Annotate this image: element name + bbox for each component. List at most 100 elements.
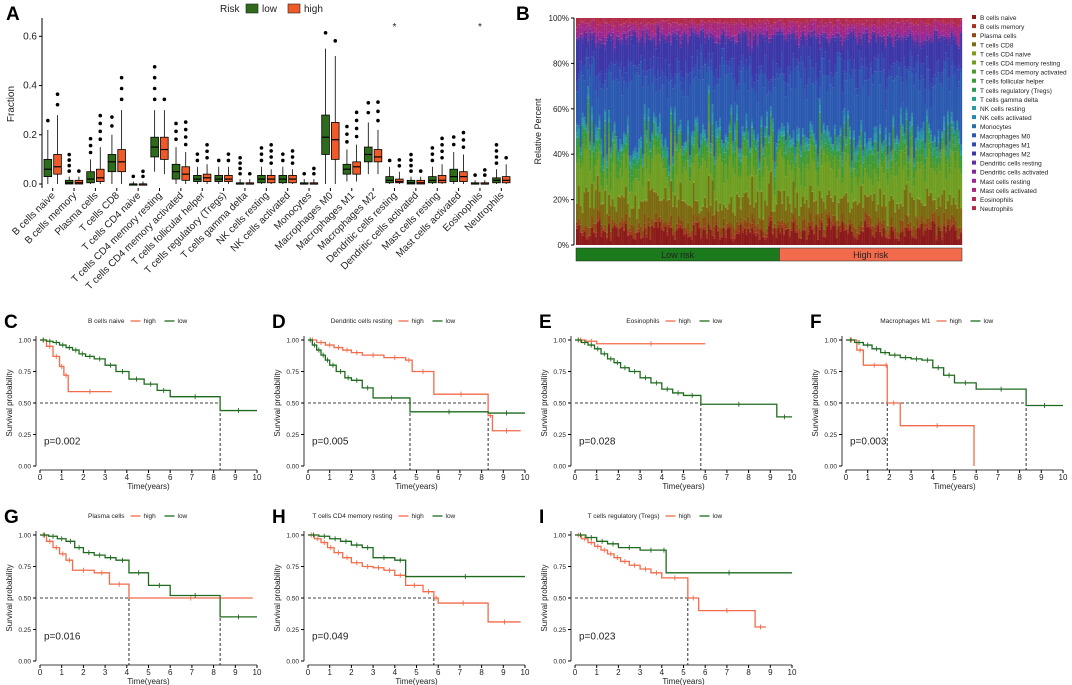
bar-segment-nk-cells-resting bbox=[779, 132, 782, 135]
bar-segment-t-cells-cd4-memory-activated bbox=[781, 146, 784, 158]
bar-segment-macrophages-m0 bbox=[681, 90, 684, 147]
bar-segment-dendritic-cells-activated bbox=[600, 39, 603, 41]
bar-segment-macrophages-m2 bbox=[933, 34, 936, 75]
bar-segment-t-cells-cd4-naive bbox=[792, 180, 795, 182]
bar-segment-b-cells-memory bbox=[768, 222, 771, 226]
bar-segment-nk-cells-activated bbox=[658, 115, 661, 124]
bar-segment-t-cells-follicular-helper bbox=[653, 129, 656, 140]
bar-segment-t-cells-cd4-memory-resting bbox=[785, 176, 788, 209]
bar-segment-t-cells-cd4-naive bbox=[884, 205, 887, 207]
bar-segment-plasma-cells bbox=[705, 233, 708, 238]
bar-segment-b-cells-memory bbox=[945, 230, 948, 233]
outlier-point bbox=[366, 100, 371, 105]
bar-segment-b-cells-memory bbox=[786, 226, 789, 229]
bar-segment-plasma-cells bbox=[909, 221, 912, 228]
bar-segment-eosinophils bbox=[905, 20, 908, 22]
bar-segment-t-cells-gamma-delta bbox=[630, 167, 633, 169]
bar-segment-macrophages-m2 bbox=[606, 40, 609, 69]
bar-segment-nk-cells-activated bbox=[741, 127, 744, 133]
bar-segment-plasma-cells bbox=[577, 218, 580, 225]
bar-segment-t-cells-cd4-memory-resting bbox=[775, 167, 778, 204]
bar-segment-t-cells-follicular-helper bbox=[751, 135, 754, 143]
bar-segment-b-cells-naive bbox=[634, 239, 637, 245]
bar-segment-b-cells-memory bbox=[583, 229, 586, 232]
bar-segment-mast-cells-resting bbox=[871, 25, 874, 31]
bar-segment-t-cells-cd4-memory-activated bbox=[679, 140, 682, 150]
bar-segment-mast-cells-activated bbox=[875, 26, 878, 37]
bar-segment-mast-cells-activated bbox=[621, 26, 624, 34]
bar-segment-t-cells-cd4-memory-activated bbox=[628, 178, 631, 193]
bar-segment-monocytes bbox=[673, 106, 676, 109]
bar-segment-dendritic-cells-resting bbox=[852, 28, 855, 34]
bar-segment-eosinophils bbox=[628, 22, 631, 23]
bar-segment-t-cells-cd4-memory-activated bbox=[888, 152, 891, 161]
p-value: p=0.002 bbox=[44, 437, 81, 448]
bar-segment-nk-cells-resting bbox=[690, 136, 693, 143]
bar-segment-nk-cells-resting bbox=[685, 143, 688, 148]
bar-segment-t-cells-follicular-helper bbox=[734, 151, 737, 159]
bar-segment-macrophages-m2 bbox=[890, 41, 893, 67]
bar-segment-macrophages-m1 bbox=[653, 56, 656, 76]
bar-segment-t-cells-regulatory-tregs bbox=[602, 170, 605, 174]
bar-segment-t-cells-cd4-memory-activated bbox=[623, 151, 626, 155]
bar-segment-mast-cells-activated bbox=[873, 24, 876, 28]
bar-segment-dendritic-cells-resting bbox=[875, 40, 878, 43]
bar-segment-b-cells-naive bbox=[794, 232, 797, 245]
bar-segment-t-cells-regulatory-tregs bbox=[739, 161, 742, 167]
bar-segment-dendritic-cells-resting bbox=[632, 31, 635, 36]
bar-segment-t-cells-cd8 bbox=[719, 203, 722, 229]
bar-segment-t-cells-cd4-memory-activated bbox=[675, 160, 678, 176]
bar-segment-b-cells-memory bbox=[849, 223, 852, 226]
bar-segment-t-cells-cd4-memory-resting bbox=[609, 190, 612, 204]
bar-segment-macrophages-m2 bbox=[777, 34, 780, 68]
bar-segment-t-cells-cd4-memory-resting bbox=[613, 144, 616, 206]
bar-segment-dendritic-cells-activated bbox=[841, 44, 844, 46]
bar-segment-dendritic-cells-resting bbox=[877, 33, 880, 36]
bar-segment-dendritic-cells-resting bbox=[928, 39, 931, 43]
bar-segment-dendritic-cells-resting bbox=[715, 42, 718, 46]
bar-segment-t-cells-regulatory-tregs bbox=[747, 147, 750, 160]
bar-segment-neutrophils bbox=[943, 18, 946, 22]
bar-segment-nk-cells-activated bbox=[626, 118, 629, 127]
bar-segment-b-cells-memory bbox=[805, 238, 808, 240]
bar-segment-b-cells-memory bbox=[666, 231, 669, 236]
bar-segment-mast-cells-resting bbox=[960, 25, 963, 31]
bar-segment-t-cells-gamma-delta bbox=[871, 153, 874, 155]
bar-segment-neutrophils bbox=[854, 18, 857, 26]
bar-segment-t-cells-cd4-memory-activated bbox=[715, 153, 718, 161]
bar-segment-macrophages-m2 bbox=[948, 41, 951, 78]
bar-segment-eosinophils bbox=[826, 24, 829, 26]
bar-segment-eosinophils bbox=[888, 22, 891, 24]
bar-segment-nk-cells-activated bbox=[798, 128, 801, 135]
bar-segment-plasma-cells bbox=[830, 220, 833, 227]
bar-segment-macrophages-m1 bbox=[865, 67, 869, 81]
bar-segment-t-cells-cd8 bbox=[850, 208, 853, 224]
bar-segment-plasma-cells bbox=[892, 225, 895, 229]
bar-segment-nk-cells-activated bbox=[817, 156, 820, 163]
bar-segment-macrophages-m0 bbox=[873, 71, 876, 127]
bar-segment-plasma-cells bbox=[651, 218, 654, 225]
bar-segment-b-cells-naive bbox=[672, 235, 675, 245]
bar-segment-b-cells-memory bbox=[751, 223, 754, 228]
bar-segment-macrophages-m0 bbox=[758, 75, 761, 160]
bar-segment-nk-cells-activated bbox=[783, 127, 786, 132]
bar-segment-b-cells-memory bbox=[771, 232, 774, 236]
bar-segment-t-cells-cd4-memory-activated bbox=[726, 165, 729, 179]
bar-segment-t-cells-regulatory-tregs bbox=[822, 132, 825, 139]
bar-segment-t-cells-regulatory-tregs bbox=[867, 150, 870, 155]
bar-segment-t-cells-cd4-naive bbox=[822, 200, 825, 202]
bar-segment-mast-cells-resting bbox=[649, 34, 652, 39]
bar-segment-dendritic-cells-activated bbox=[769, 37, 772, 39]
bar-segment-t-cells-cd4-naive bbox=[950, 203, 953, 206]
bar-segment-t-cells-follicular-helper bbox=[585, 139, 588, 146]
bar-segment-plasma-cells bbox=[673, 231, 676, 239]
bar-segment-mast-cells-activated bbox=[828, 22, 831, 35]
bar-segment-t-cells-cd4-memory-activated bbox=[845, 153, 848, 162]
bar-segment-monocytes bbox=[922, 122, 925, 123]
bar-segment-plasma-cells bbox=[598, 211, 601, 218]
bar-segment-macrophages-m0 bbox=[713, 90, 716, 157]
bar-segment-nk-cells-resting bbox=[596, 131, 599, 140]
bar-segment-dendritic-cells-resting bbox=[785, 38, 788, 43]
bar-segment-t-cells-cd4-memory-activated bbox=[788, 155, 791, 166]
bar-segment-nk-cells-resting bbox=[611, 136, 614, 141]
